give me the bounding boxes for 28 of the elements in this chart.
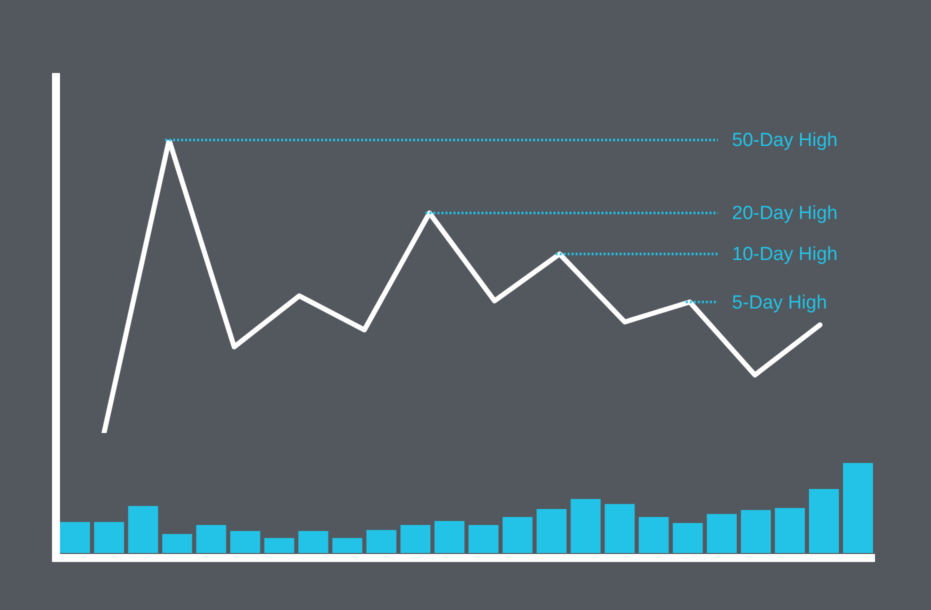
bar [502,517,533,553]
bar [706,514,737,553]
bar [196,525,226,553]
bar [774,508,805,553]
bar [230,531,260,553]
ref-line-label: 5-Day High [732,292,828,314]
bar [162,534,192,553]
bar [843,463,873,553]
bar [128,506,158,553]
bar [740,510,771,553]
bar [808,489,839,553]
bar [366,530,396,553]
bar [94,522,124,553]
bar [332,538,362,553]
bar [400,525,430,553]
bar [298,531,328,553]
ref-line-label: 50-Day High [732,130,838,152]
bar [672,523,703,553]
bar [604,504,635,553]
bar [468,525,498,553]
ref-line-label: 20-Day High [732,203,838,224]
bar [264,538,294,553]
bar [570,499,601,553]
bar [60,522,90,553]
ref-line-label: 10-Day High [732,244,838,266]
bar [434,520,464,553]
bar [638,517,669,553]
bar [536,508,567,553]
